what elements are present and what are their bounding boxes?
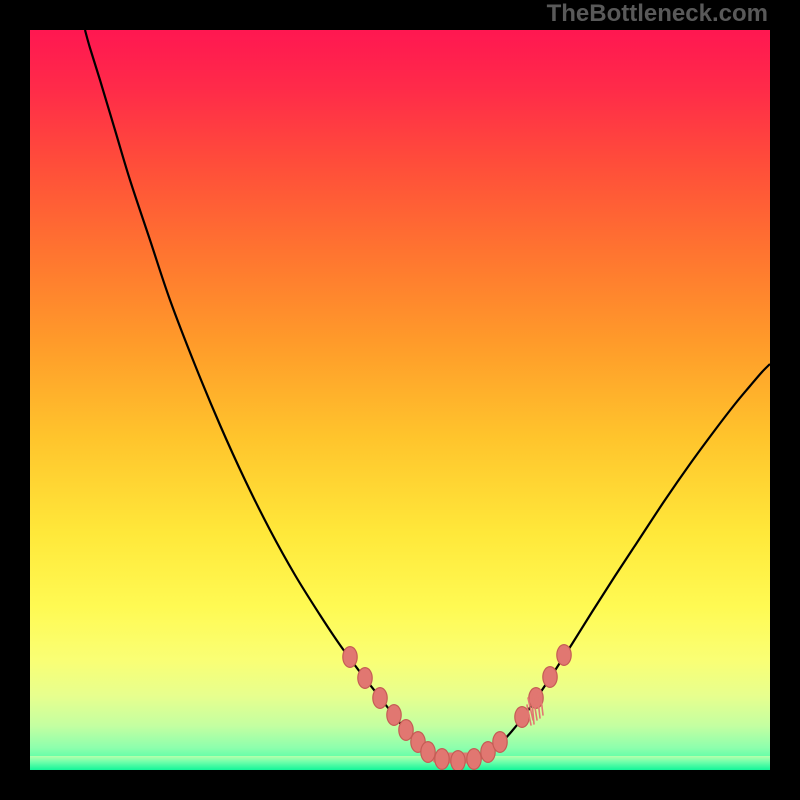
- curve-marker: [435, 749, 449, 770]
- curve-marker: [387, 705, 401, 726]
- curve-marker: [358, 668, 372, 689]
- curve-marker: [343, 647, 357, 668]
- plot-area: [30, 30, 770, 770]
- curve-marker: [421, 742, 435, 763]
- curve-marker: [493, 732, 507, 753]
- bottleneck-curve: [85, 30, 770, 761]
- curve-marker: [373, 688, 387, 709]
- curve-marker: [451, 751, 465, 770]
- curve-marker: [467, 749, 481, 770]
- curve-marker: [515, 707, 529, 728]
- curve-marker: [543, 667, 557, 688]
- chart-svg: [30, 30, 770, 770]
- watermark-text: TheBottleneck.com: [547, 0, 768, 28]
- curve-marker: [557, 645, 571, 666]
